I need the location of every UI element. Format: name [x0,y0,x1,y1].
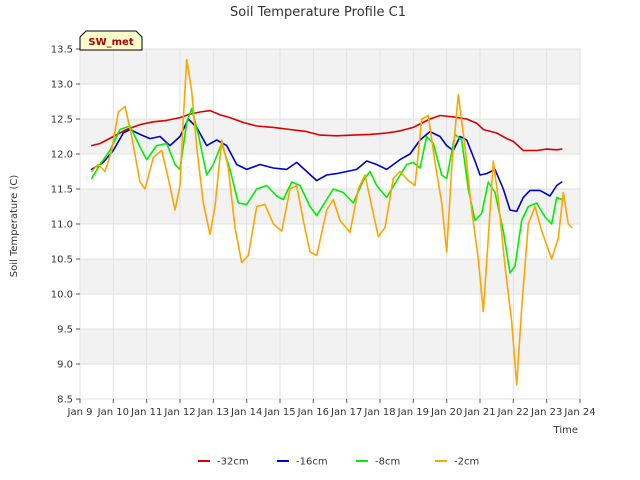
y-axis-label: Soil Temperature (C) [9,175,20,278]
y-tick-label: 10.5 [51,255,73,266]
plot-band [80,119,580,154]
plot-band [80,294,580,329]
plot-band [80,329,580,364]
plot-band [80,224,580,259]
x-tick-label: Jan 18 [363,407,395,418]
station-badge: SW_met [79,30,143,51]
y-tick-label: 12.0 [51,150,73,161]
y-tick-label: 8.5 [57,395,73,406]
x-axis-label: Time [553,425,578,436]
legend: -32cm -16cm -8cm -2cm [198,457,479,468]
plot-band [80,154,580,189]
plot-band [80,49,580,84]
station-badge-label: SW_met [88,37,133,48]
x-tick-label: Jan 15 [263,407,295,418]
x-tick-label: Jan 24 [563,407,595,418]
x-tick-label: Jan 11 [130,407,162,418]
plot-band [80,84,580,119]
y-tick-label: 11.0 [51,220,73,231]
y-tick-label: 12.5 [51,115,73,126]
legend-label: -16cm [296,457,328,468]
x-tick-label: Jan 20 [430,407,462,418]
y-tick-label: 11.5 [51,185,73,196]
y-tick-label: 10.0 [51,290,73,301]
x-tick-label: Jan 9 [67,407,93,418]
x-axis-ticks: Jan 9 Jan 10 Jan 11 Jan 12 Jan 13 Jan 14 Jan 1… [67,399,596,418]
plot-band [80,364,580,399]
series-line-minus-16cm [90,118,563,213]
x-tick-label: Jan 10 [97,407,129,418]
plot-background [79,48,581,400]
series-line-minus-32cm [90,109,563,152]
series-layer [90,58,573,386]
series-line-minus-2cm [90,58,573,386]
y-tick-label: 13.0 [51,80,73,91]
y-tick-label: 9.0 [57,360,73,371]
station-badge-shape [79,30,143,51]
x-tick-label: Jan 13 [197,407,229,418]
y-tick-label: 13.5 [51,45,73,56]
legend-label: -32cm [217,457,249,468]
x-tick-label: Jan 23 [530,407,562,418]
legend-label: -2cm [454,457,479,468]
x-tick-label: Jan 21 [463,407,495,418]
x-tick-label: Jan 17 [330,407,362,418]
plot-band [80,259,580,294]
x-tick-label: Jan 22 [497,407,529,418]
x-tick-label: Jan 19 [397,407,429,418]
y-tick-label: 9.5 [57,325,73,336]
x-tick-label: Jan 16 [297,407,329,418]
y-axis-ticks: 8.5 9.0 9.5 10.0 10.5 11.0 11.5 12.0 12.5 13.0 13.… [51,45,80,406]
x-tick-label: Jan 14 [230,407,262,418]
chart-title: Soil Temperature Profile C1 [230,5,406,20]
legend-label: -8cm [375,457,400,468]
x-tick-label: Jan 12 [163,407,195,418]
